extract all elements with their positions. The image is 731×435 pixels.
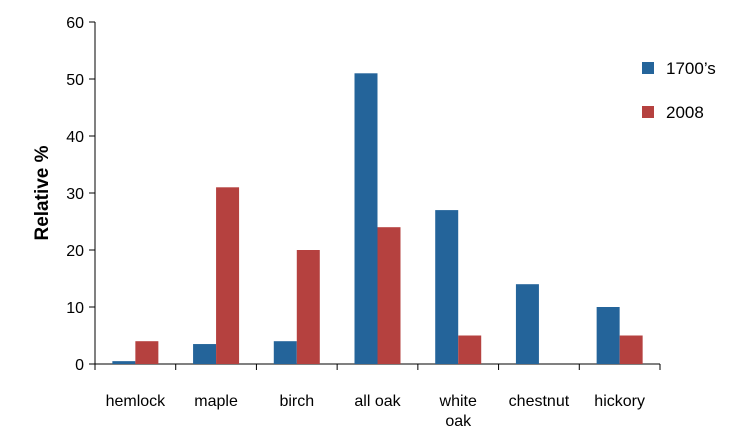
bar-series1 <box>193 344 217 364</box>
legend-swatch <box>642 62 654 74</box>
y-tick-label: 50 <box>66 72 84 89</box>
x-tick-label-line: birch <box>279 393 314 410</box>
y-tick-label: 20 <box>66 243 84 260</box>
x-tick-label-line: all oak <box>354 393 401 410</box>
bar-series1 <box>435 210 459 364</box>
bar-series1 <box>273 341 297 364</box>
bar-series1 <box>112 361 136 364</box>
bar-series2 <box>216 187 240 364</box>
x-tick-label: chestnut <box>509 393 570 410</box>
bar-series2 <box>296 250 320 364</box>
x-tick-label: birch <box>279 393 314 410</box>
x-tick-label-line: white <box>439 393 477 410</box>
legend-label: 1700’s <box>666 59 716 78</box>
bar-series2 <box>377 227 401 364</box>
bars <box>112 73 643 365</box>
bar-series1 <box>515 284 539 364</box>
y-tick-label: 30 <box>66 186 84 203</box>
x-tick-label: hemlock <box>106 393 167 410</box>
x-tick-label: maple <box>194 393 238 410</box>
x-tick-label-line: hickory <box>594 393 645 410</box>
y-axis: 0 10 20 30 40 50 60 <box>66 15 96 374</box>
y-tick-label: 40 <box>66 129 84 146</box>
x-axis: hemlock maple birch all oak white oak chestnut… <box>94 363 661 430</box>
y-tick-label: 10 <box>66 300 84 317</box>
y-axis-title: Relative % <box>32 145 53 240</box>
bar-series1 <box>354 73 378 365</box>
bar-series2 <box>458 335 482 364</box>
legend: 1700’s 2008 <box>642 59 716 122</box>
x-tick-label: white oak <box>439 393 477 430</box>
x-tick-label: hickory <box>594 393 645 410</box>
x-tick-label: all oak <box>354 393 401 410</box>
legend-swatch <box>642 106 654 118</box>
x-tick-label-line: hemlock <box>106 393 167 410</box>
y-tick-label: 60 <box>66 15 84 32</box>
y-tick-label: 0 <box>75 357 84 374</box>
bar-series2 <box>135 341 159 364</box>
x-tick-label-line: maple <box>194 393 238 410</box>
bar-series1 <box>596 307 620 364</box>
bar-series2 <box>619 335 643 364</box>
x-tick-label-line: oak <box>445 413 472 430</box>
x-tick-label-line: chestnut <box>509 393 570 410</box>
legend-label: 2008 <box>666 103 704 122</box>
